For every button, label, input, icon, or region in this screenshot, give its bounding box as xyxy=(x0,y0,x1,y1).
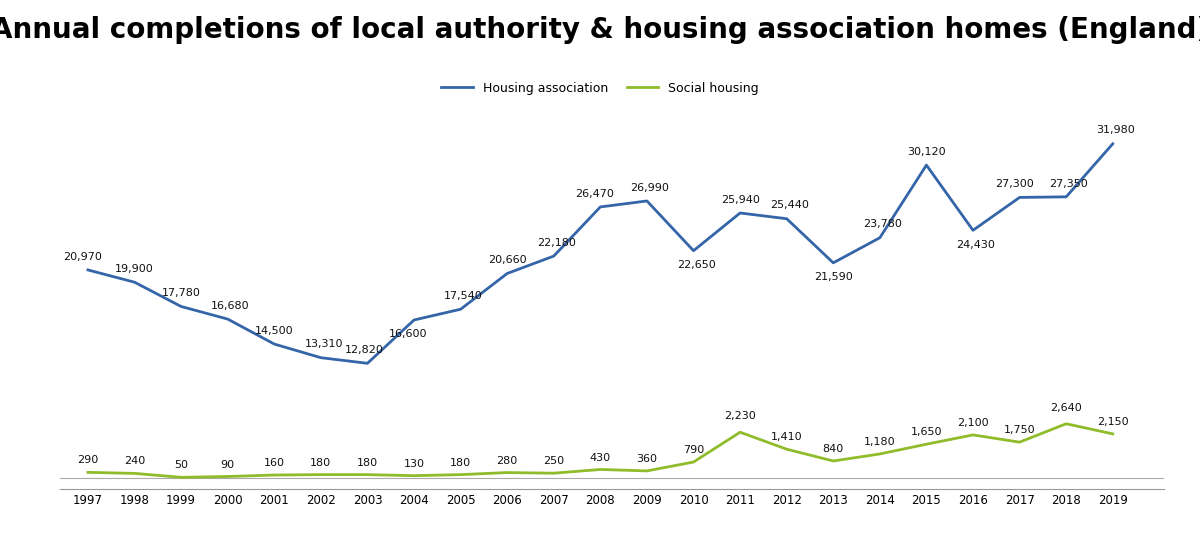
Text: 24,430: 24,430 xyxy=(956,240,995,250)
Text: 160: 160 xyxy=(264,458,284,468)
Text: 17,780: 17,780 xyxy=(162,288,200,298)
Text: 130: 130 xyxy=(403,459,425,469)
Text: 90: 90 xyxy=(221,459,235,470)
Text: 19,900: 19,900 xyxy=(115,264,154,274)
Text: 21,590: 21,590 xyxy=(814,272,853,282)
Text: 26,470: 26,470 xyxy=(575,188,614,199)
Text: 16,680: 16,680 xyxy=(211,301,250,311)
Text: 290: 290 xyxy=(77,456,98,465)
Text: 22,650: 22,650 xyxy=(677,260,715,270)
Text: 2,640: 2,640 xyxy=(1050,403,1082,413)
Text: 27,300: 27,300 xyxy=(995,179,1033,189)
Text: 23,780: 23,780 xyxy=(863,219,902,229)
Text: 790: 790 xyxy=(683,445,704,455)
Text: 360: 360 xyxy=(636,454,658,464)
Text: 1,410: 1,410 xyxy=(770,432,803,442)
Text: 2,230: 2,230 xyxy=(725,411,756,421)
Text: 430: 430 xyxy=(589,452,611,463)
Text: 14,500: 14,500 xyxy=(254,326,294,336)
Text: 840: 840 xyxy=(823,444,844,454)
Text: 180: 180 xyxy=(356,458,378,468)
Text: 2,100: 2,100 xyxy=(958,418,989,428)
Legend: Housing association, Social housing: Housing association, Social housing xyxy=(437,77,763,100)
Text: 1,180: 1,180 xyxy=(864,437,895,447)
Text: 16,600: 16,600 xyxy=(389,330,427,339)
Text: 25,440: 25,440 xyxy=(770,200,809,210)
Text: 180: 180 xyxy=(311,458,331,468)
Text: 30,120: 30,120 xyxy=(907,147,946,157)
Text: 22,180: 22,180 xyxy=(538,238,576,248)
Text: 27,350: 27,350 xyxy=(1050,179,1088,188)
Text: 1,650: 1,650 xyxy=(911,427,942,437)
Text: 20,970: 20,970 xyxy=(62,251,102,262)
Text: 31,980: 31,980 xyxy=(1096,125,1135,135)
Text: 50: 50 xyxy=(174,460,188,470)
Text: 13,310: 13,310 xyxy=(305,339,343,349)
Text: 250: 250 xyxy=(544,456,564,466)
Text: 17,540: 17,540 xyxy=(444,291,482,301)
Text: 2,150: 2,150 xyxy=(1097,417,1128,427)
Text: 12,820: 12,820 xyxy=(346,345,384,355)
Text: 1,750: 1,750 xyxy=(1003,425,1036,435)
Text: 20,660: 20,660 xyxy=(488,255,527,265)
Text: Annual completions of local authority & housing association homes (England): Annual completions of local authority & … xyxy=(0,16,1200,45)
Text: 25,940: 25,940 xyxy=(721,194,760,205)
Text: 240: 240 xyxy=(124,457,145,466)
Text: 280: 280 xyxy=(497,456,518,465)
Text: 180: 180 xyxy=(450,458,472,468)
Text: 26,990: 26,990 xyxy=(630,182,670,193)
